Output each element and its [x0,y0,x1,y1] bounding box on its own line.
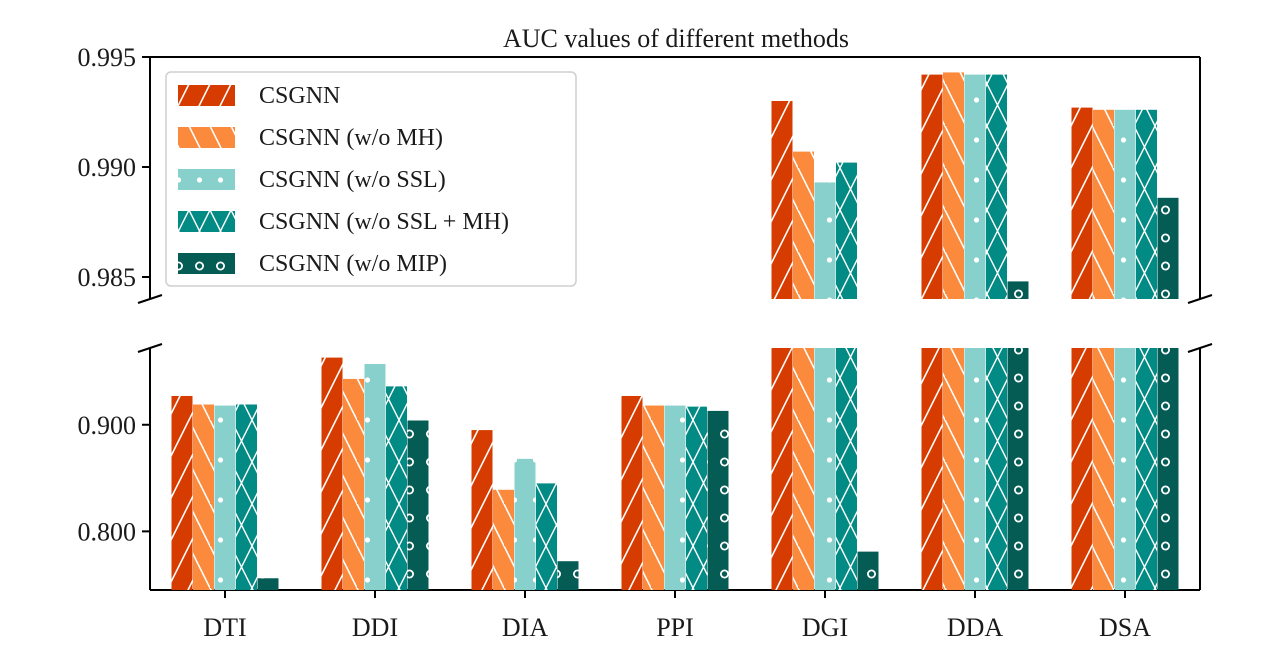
bar-dsa-series-5-upper [1157,197,1179,299]
bar-dgi-series-3-upper [814,182,836,299]
bar-dda-series-4-upper [986,74,1007,299]
legend-swatch [178,85,235,106]
y-tick-label: 0.990 [78,153,137,182]
bar-dsa-series-2-lower [1093,348,1114,590]
bar-dsa-series-3-upper [1114,109,1136,299]
axis-break-marks [137,294,1213,353]
bars-upper-panel [771,72,1179,300]
bar-ppi-series-2-lower [643,405,664,590]
lower-y-axis-ticks: 0.800 0.900 [78,411,150,546]
bar-dsa-series-5-lower [1157,348,1179,590]
bar-dgi-series-1-lower [771,348,793,590]
bar-dda-series-3-upper [964,74,986,299]
bar-ppi-series-5-lower [707,410,729,590]
y-tick-label: 0.985 [78,263,137,292]
bar-ppi-series-4-lower [686,406,707,590]
bar-dsa-series-1-lower [1071,348,1093,590]
bar-dgi-series-3-lower [814,348,836,590]
legend-swatch [178,127,235,148]
upper-panel-frame [149,56,1201,299]
y-tick-label: 0.995 [78,43,137,72]
legend-label: CSGNN (w/o MH) [259,125,443,151]
bar-dgi-series-4-upper [836,162,857,299]
bar-dda-series-1-upper [921,74,943,299]
bar-dda-series-5-upper [1007,281,1029,299]
bar-dia-series-1-lower [471,430,493,590]
bar-ppi-series-3-lower [664,405,686,590]
bar-dda-series-5-lower [1007,348,1029,590]
bar-ddi-series-5-lower [407,420,429,590]
bar-dti-series-3-lower [214,405,236,590]
legend-label: CSGNN (w/o MIP) [259,251,447,277]
bar-dia-series-4-lower [536,483,557,590]
legend-label: CSGNN (w/o SSL) [259,167,446,193]
x-tick-label-dia: DIA [502,613,548,642]
bar-dsa-series-4-upper [1136,109,1157,299]
chart-title: AUC values of different methods [503,24,849,53]
legend: CSGNN CSGNN (w/o MH) CSGNN (w/o SSL) CSGNN … [165,71,577,287]
bar-dgi-series-5-lower [857,551,879,590]
bar-ddi-series-1-lower [321,357,343,590]
x-tick-label-dda: DDA [947,613,1004,642]
bar-dti-series-4-lower [236,404,257,590]
bar-dti-series-2-lower [193,404,214,590]
bar-dia-series-2-lower [493,489,514,590]
y-tick-label: 0.900 [78,411,137,440]
bar-ddi-series-2-lower [343,378,364,590]
legend-box [165,71,577,287]
bar-dti-series-1-lower [171,395,193,590]
x-tick-label-dsa: DSA [1099,613,1151,642]
bar-ddi-series-4-lower [386,386,407,590]
x-axis-ticks: DTI DDI DIA PPI DGI DDA DSA [203,590,1151,642]
bar-dsa-series-1-upper [1071,107,1093,299]
y-tick-label: 0.800 [78,517,137,546]
bar-dsa-series-2-upper [1093,109,1114,299]
x-tick-label-ppi: PPI [656,613,694,642]
bar-dia-series-3-lower [514,458,536,590]
bar-ppi-series-1-lower [621,395,643,590]
bar-dda-series-3-lower [964,348,986,590]
x-tick-label-ddi: DDI [352,613,398,642]
bar-dda-series-4-lower [986,348,1007,590]
bar-dgi-series-1-upper [771,101,793,299]
legend-label: CSGNN (w/o SSL + MH) [259,209,509,235]
x-tick-label-dti: DTI [203,613,246,642]
bar-dia-series-5-lower [557,561,579,590]
bar-ddi-series-3-lower [364,363,386,590]
legend-label: CSGNN [259,83,340,109]
bar-dsa-series-3-lower [1114,348,1136,590]
legend-swatch [178,211,235,232]
bar-dgi-series-2-lower [793,348,814,590]
bar-dda-series-1-lower [921,348,943,590]
bar-dti-series-5-lower [257,578,279,590]
bar-dsa-series-4-lower [1136,348,1157,590]
bars-lower-panel [171,348,1179,590]
legend-swatch [178,169,235,190]
bar-dda-series-2-lower [943,348,964,590]
bar-dda-series-2-upper [943,72,964,300]
legend-swatch [178,253,235,274]
upper-y-axis-ticks: 0.985 0.990 0.995 [78,43,150,292]
bar-dgi-series-2-upper [793,151,814,299]
bar-dgi-series-4-lower [836,348,857,590]
x-tick-label-dgi: DGI [802,613,848,642]
